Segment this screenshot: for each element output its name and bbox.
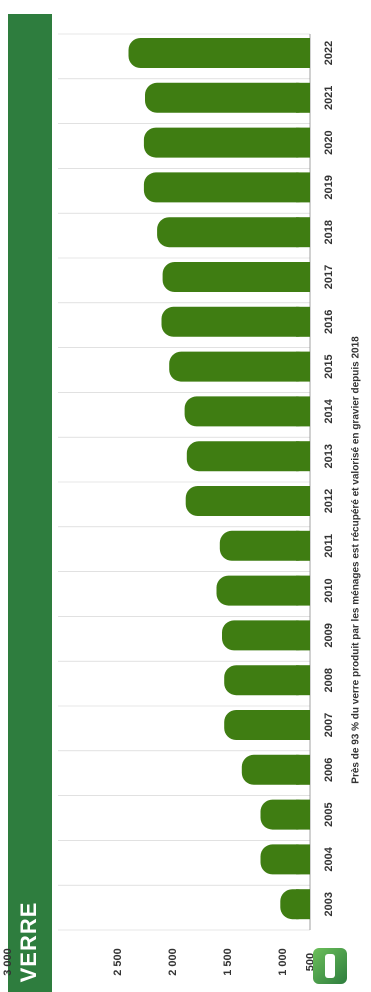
- bar-2016: [161, 306, 310, 337]
- bar-2013: [186, 441, 310, 472]
- bar-base-2012: [296, 486, 310, 516]
- category-label: 2004: [323, 846, 335, 871]
- category-label: 2016: [323, 310, 335, 334]
- category-label: 2018: [323, 220, 335, 244]
- bar-base-2017: [296, 262, 310, 292]
- category-label: 2007: [323, 713, 335, 737]
- bar-base-2011: [296, 530, 310, 561]
- bar-base-2008: [296, 665, 310, 696]
- bar-2019: [143, 172, 310, 203]
- bar-base-2020: [296, 127, 310, 158]
- value-tick-label: 1 000: [277, 948, 289, 976]
- category-label: 2006: [323, 758, 335, 782]
- bar-2018: [157, 217, 310, 248]
- bar-2006: [241, 754, 310, 785]
- category-label: 2020: [323, 130, 335, 154]
- value-tick-label: 3 000: [2, 948, 14, 976]
- bar-2015: [169, 351, 310, 382]
- bar-base-2019: [296, 172, 310, 203]
- bar-base-2014: [296, 396, 310, 427]
- bar-base-2013: [296, 441, 310, 472]
- category-label: 2022: [323, 41, 335, 65]
- category-label: 2008: [323, 668, 335, 692]
- category-label: 2010: [323, 578, 335, 602]
- category-label: 2013: [323, 444, 335, 468]
- category-label: 2015: [323, 354, 335, 378]
- header-band: [8, 14, 52, 914]
- bar-2011: [219, 530, 310, 561]
- value-tick-label: 2 000: [167, 948, 179, 976]
- bar-2014: [184, 396, 310, 427]
- bar-base-2021: [296, 82, 310, 113]
- bar-base-2016: [296, 306, 310, 337]
- category-label: 2005: [323, 802, 335, 826]
- bar-base-2009: [296, 620, 310, 651]
- bar-base-2005: [296, 799, 310, 830]
- bar-base-2010: [296, 575, 310, 606]
- category-label: 2011: [323, 534, 335, 558]
- bar-2008: [224, 665, 310, 696]
- bar-2009: [222, 620, 310, 651]
- bar-base-2003: [296, 889, 310, 920]
- category-label: 2009: [323, 623, 335, 647]
- category-label: 2003: [323, 892, 335, 916]
- bar-base-2007: [296, 710, 310, 740]
- bar-2020: [143, 127, 310, 158]
- bar-2010: [216, 575, 310, 606]
- bar-2022: [128, 38, 310, 68]
- bar-base-2018: [296, 217, 310, 248]
- category-label: 2021: [323, 86, 335, 110]
- bar-2007: [224, 710, 310, 740]
- category-label: 2019: [323, 175, 335, 199]
- value-tick-label: 1 500: [222, 948, 234, 976]
- category-label: 2012: [323, 489, 335, 513]
- title-box: [8, 900, 52, 992]
- bar-base-2022: [296, 38, 310, 68]
- bar-base-2015: [296, 351, 310, 382]
- bar-2012: [185, 486, 310, 516]
- footnote: Près de 93 % du verre produit par les mé…: [351, 336, 362, 784]
- category-label: 2017: [323, 265, 335, 289]
- value-tick-label: 2 500: [112, 948, 124, 976]
- bar-2021: [145, 82, 310, 113]
- recycling-logo: [313, 948, 347, 984]
- bar-base-2006: [296, 754, 310, 785]
- bar-2017: [162, 262, 310, 292]
- category-label: 2014: [323, 398, 335, 423]
- bar-base-2004: [296, 844, 310, 875]
